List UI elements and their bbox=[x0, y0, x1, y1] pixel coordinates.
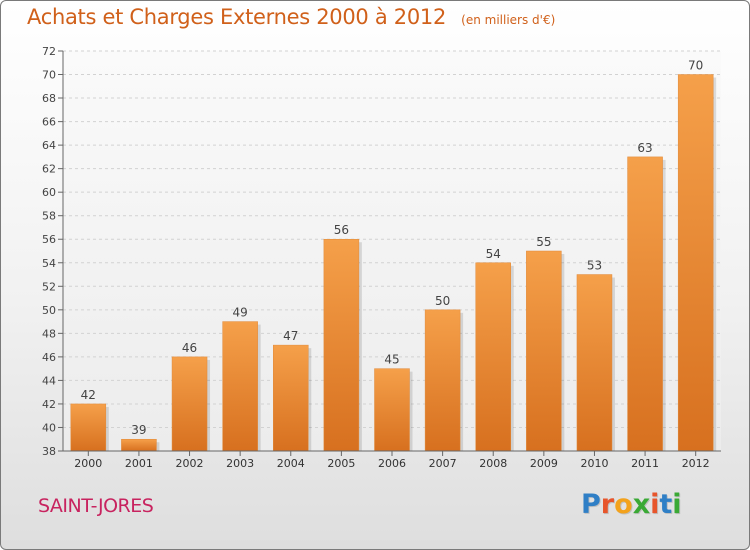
logo-letter: o bbox=[614, 489, 633, 520]
x-tick-label-2010: 2010 bbox=[580, 457, 608, 470]
y-tick-label-52: 52 bbox=[42, 280, 56, 293]
x-tick-label-2007: 2007 bbox=[429, 457, 457, 470]
value-label-2002: 46 bbox=[182, 341, 197, 355]
y-tick-label-56: 56 bbox=[42, 233, 56, 246]
y-tick-label-72: 72 bbox=[42, 45, 56, 58]
value-label-2012: 70 bbox=[688, 59, 703, 73]
x-tick-label-2004: 2004 bbox=[277, 457, 305, 470]
bar-2008 bbox=[475, 262, 511, 452]
bar-2011 bbox=[627, 156, 663, 452]
x-tick-label-2012: 2012 bbox=[682, 457, 710, 470]
y-tick-label-50: 50 bbox=[42, 304, 56, 317]
x-tick-label-2001: 2001 bbox=[125, 457, 153, 470]
x-tick-label-2000: 2000 bbox=[74, 457, 102, 470]
bar-2006 bbox=[374, 368, 410, 452]
x-tick-label-2003: 2003 bbox=[226, 457, 254, 470]
logo-letter: r bbox=[600, 489, 615, 520]
y-tick-label-42: 42 bbox=[42, 398, 56, 411]
chart-subtitle: (en milliers d'€) bbox=[461, 13, 556, 27]
y-tick-label-66: 66 bbox=[42, 116, 56, 129]
bar-2007 bbox=[424, 309, 461, 452]
proxiti-logo: Proxiti bbox=[581, 489, 682, 520]
value-label-2006: 45 bbox=[384, 353, 399, 367]
y-tick-label-46: 46 bbox=[42, 351, 56, 364]
value-label-2010: 53 bbox=[587, 259, 602, 273]
value-label-2003: 49 bbox=[233, 306, 248, 320]
bar-2012 bbox=[677, 74, 714, 452]
x-tick-label-2005: 2005 bbox=[327, 457, 355, 470]
value-label-2007: 50 bbox=[435, 294, 450, 308]
y-tick-label-62: 62 bbox=[42, 163, 56, 176]
y-tick-label-60: 60 bbox=[42, 186, 56, 199]
y-tick-label-40: 40 bbox=[42, 421, 56, 434]
value-label-2000: 42 bbox=[81, 388, 96, 402]
y-tick-label-38: 38 bbox=[42, 445, 56, 458]
y-tick-label-48: 48 bbox=[42, 327, 56, 340]
x-tick-label-2002: 2002 bbox=[176, 457, 204, 470]
plot-area: 38 40 42 44 46 48 50 52 54 56 58 60 62 64 66 68 70 72 42 20… bbox=[42, 45, 721, 470]
value-label-2004: 47 bbox=[283, 329, 298, 343]
y-tick-label-68: 68 bbox=[42, 92, 56, 105]
logo-letter: t bbox=[659, 489, 673, 520]
logo-letter: x bbox=[632, 489, 651, 520]
bar-2000 bbox=[70, 403, 107, 452]
y-tick-label-64: 64 bbox=[42, 139, 56, 152]
value-label-2011: 63 bbox=[637, 141, 652, 155]
commune-name: SAINT-JORES bbox=[38, 495, 154, 517]
bar-2009 bbox=[526, 250, 562, 452]
bar-2002 bbox=[171, 356, 208, 452]
y-tick-label-58: 58 bbox=[42, 210, 56, 223]
value-label-2005: 56 bbox=[334, 223, 349, 237]
value-label-2009: 55 bbox=[536, 235, 551, 249]
y-tick-label-70: 70 bbox=[42, 69, 56, 82]
logo-letter: i bbox=[650, 489, 660, 520]
logo-letter: P bbox=[581, 489, 601, 520]
bar-2001 bbox=[121, 438, 157, 452]
title-row: Achats et Charges Externes 2000 à 2012 (… bbox=[27, 5, 555, 29]
bar-2004 bbox=[273, 344, 309, 452]
y-tick-label-44: 44 bbox=[42, 374, 56, 387]
x-tick-label-2006: 2006 bbox=[378, 457, 406, 470]
value-label-2001: 39 bbox=[131, 423, 146, 437]
x-tick-label-2011: 2011 bbox=[631, 457, 659, 470]
bar-2003 bbox=[222, 321, 258, 452]
logo-letter: i bbox=[672, 489, 682, 520]
chart-title: Achats et Charges Externes 2000 à 2012 bbox=[27, 5, 447, 29]
bar-2005 bbox=[323, 238, 360, 452]
bar-2010 bbox=[576, 274, 613, 452]
x-tick-label-2009: 2009 bbox=[530, 457, 558, 470]
x-tick-label-2008: 2008 bbox=[479, 457, 507, 470]
value-label-2008: 54 bbox=[486, 247, 501, 261]
y-tick-label-54: 54 bbox=[42, 257, 56, 270]
